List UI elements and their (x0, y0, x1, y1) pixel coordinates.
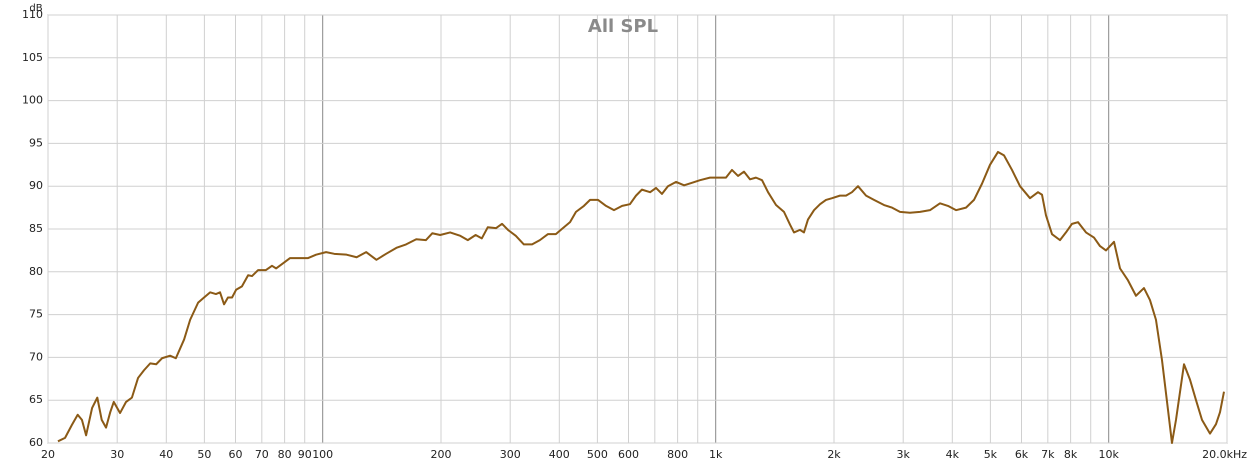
y-tick-label: 70 (29, 350, 43, 363)
x-tick-label: 1k (709, 448, 723, 461)
response-line (57, 150, 1225, 444)
x-tick-label: 200 (431, 448, 452, 461)
y-tick-label: 65 (29, 393, 43, 406)
chart-title: All SPL (588, 16, 658, 37)
y-tick-label: 85 (29, 222, 43, 235)
x-tick-label: 7k (1041, 448, 1055, 461)
x-tick-label: 20 (41, 448, 55, 461)
x-tick-label: 5k (984, 448, 998, 461)
x-tick-label: 3k (897, 448, 911, 461)
y-tick-label: 80 (29, 265, 43, 278)
y-tick-label: 105 (22, 51, 43, 64)
x-tick-label: 400 (549, 448, 570, 461)
x-tick-label: 50 (197, 448, 211, 461)
x-tick-label: 20.0kHz (1202, 448, 1247, 461)
x-tick-label: 60 (229, 448, 243, 461)
y-tick-label: 95 (29, 136, 43, 149)
x-tick-label: 500 (587, 448, 608, 461)
x-tick-label: 90 (298, 448, 312, 461)
x-tick-label: 800 (667, 448, 688, 461)
x-tick-label: 10k (1099, 448, 1120, 461)
y-tick-label: 100 (22, 94, 43, 107)
x-tick-label: 30 (110, 448, 124, 461)
y-tick-label: 110 (22, 8, 43, 21)
y-axis-label: dB (29, 3, 42, 14)
x-tick-label: 80 (278, 448, 292, 461)
x-tick-label: 600 (618, 448, 639, 461)
x-tick-label: 70 (255, 448, 269, 461)
x-tick-label: 6k (1015, 448, 1029, 461)
y-tick-label: 90 (29, 179, 43, 192)
y-tick-label: 60 (29, 436, 43, 449)
x-tick-label: 300 (500, 448, 521, 461)
x-tick-label: 4k (946, 448, 960, 461)
y-tick-label: 75 (29, 308, 43, 321)
x-tick-label: 40 (159, 448, 173, 461)
x-tick-label: 100 (312, 448, 333, 461)
x-tick-label: 8k (1064, 448, 1078, 461)
x-tick-label: 2k (827, 448, 841, 461)
